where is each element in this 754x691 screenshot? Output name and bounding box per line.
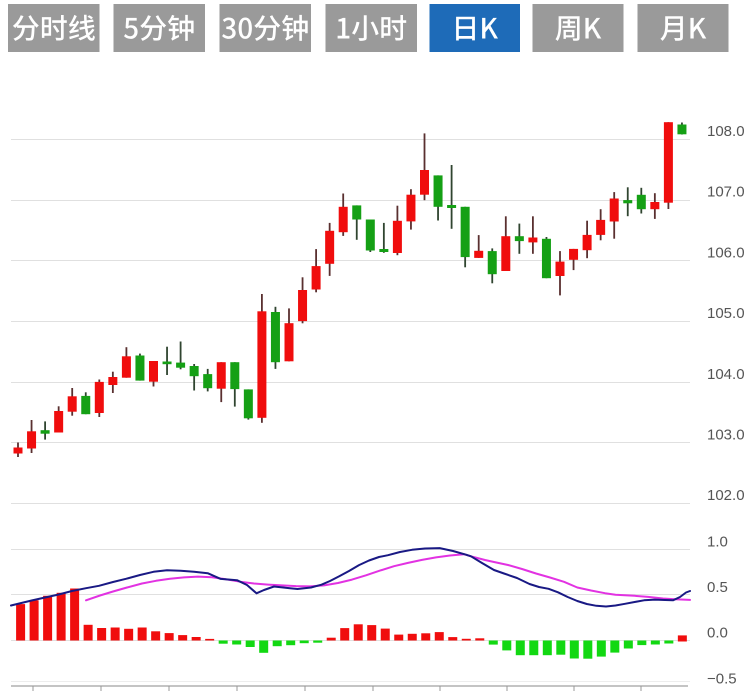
svg-text:0.5: 0.5	[707, 579, 728, 596]
svg-text:102.0: 102.0	[707, 487, 745, 504]
svg-text:104.0: 104.0	[707, 366, 745, 383]
svg-text:−0.5: −0.5	[707, 671, 737, 688]
svg-text:103.0: 103.0	[707, 427, 745, 444]
svg-text:107.0: 107.0	[707, 184, 745, 201]
svg-text:0.0: 0.0	[707, 625, 728, 642]
svg-text:106.0: 106.0	[707, 244, 745, 261]
svg-text:1.0: 1.0	[707, 534, 728, 551]
svg-text:105.0: 105.0	[707, 305, 745, 322]
svg-text:108.0: 108.0	[707, 123, 745, 140]
